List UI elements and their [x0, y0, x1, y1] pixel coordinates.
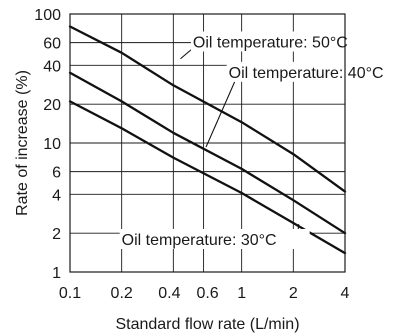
x-tick-label: 2: [289, 285, 298, 302]
series-lines: [68, 25, 347, 255]
y-tick-label: 20: [43, 97, 61, 114]
annotation-backdrop-1: [190, 31, 383, 52]
series-line-3: [68, 100, 347, 255]
series-label-1: Oil temperature: 50°C: [193, 34, 348, 51]
annotation-backdrop-2: [226, 61, 409, 82]
x-tick-label: 0.4: [158, 285, 180, 302]
plot-frame: [69, 13, 346, 273]
y-tick-label: 1: [52, 265, 61, 282]
y-tick-labels: 1 2 4 6 10 20 40 60 100: [34, 7, 61, 282]
y-tick-label: 60: [43, 36, 61, 53]
x-tick-label: 0.2: [111, 285, 133, 302]
y-tick-label: 10: [43, 136, 61, 153]
x-tick-label: 0.6: [196, 285, 218, 302]
y-tick-label: 2: [52, 226, 61, 243]
x-tick-label: 4: [341, 285, 350, 302]
y-tick-label: 4: [52, 187, 61, 204]
x-tick-label: 1: [237, 285, 246, 302]
series-label-2: Oil temperature: 40°C: [229, 65, 384, 82]
annotation-backdrop-3: [119, 228, 310, 249]
x-axis-title: Standard flow rate (L/min): [115, 316, 299, 333]
x-tick-label: 0.1: [59, 285, 81, 302]
y-tick-label: 40: [43, 58, 61, 75]
series-line-1: [68, 25, 347, 193]
y-tick-label: 100: [34, 7, 61, 24]
series-line-2: [68, 71, 347, 235]
y-axis-title: Rate of increase (%): [14, 70, 31, 216]
x-tick-labels: 0.1 0.2 0.4 0.6 1 2 4: [59, 285, 350, 302]
annotation-leader-2: [205, 81, 236, 148]
series-label-3: Oil temperature: 30°C: [122, 232, 277, 249]
y-tick-label: 6: [52, 165, 61, 182]
